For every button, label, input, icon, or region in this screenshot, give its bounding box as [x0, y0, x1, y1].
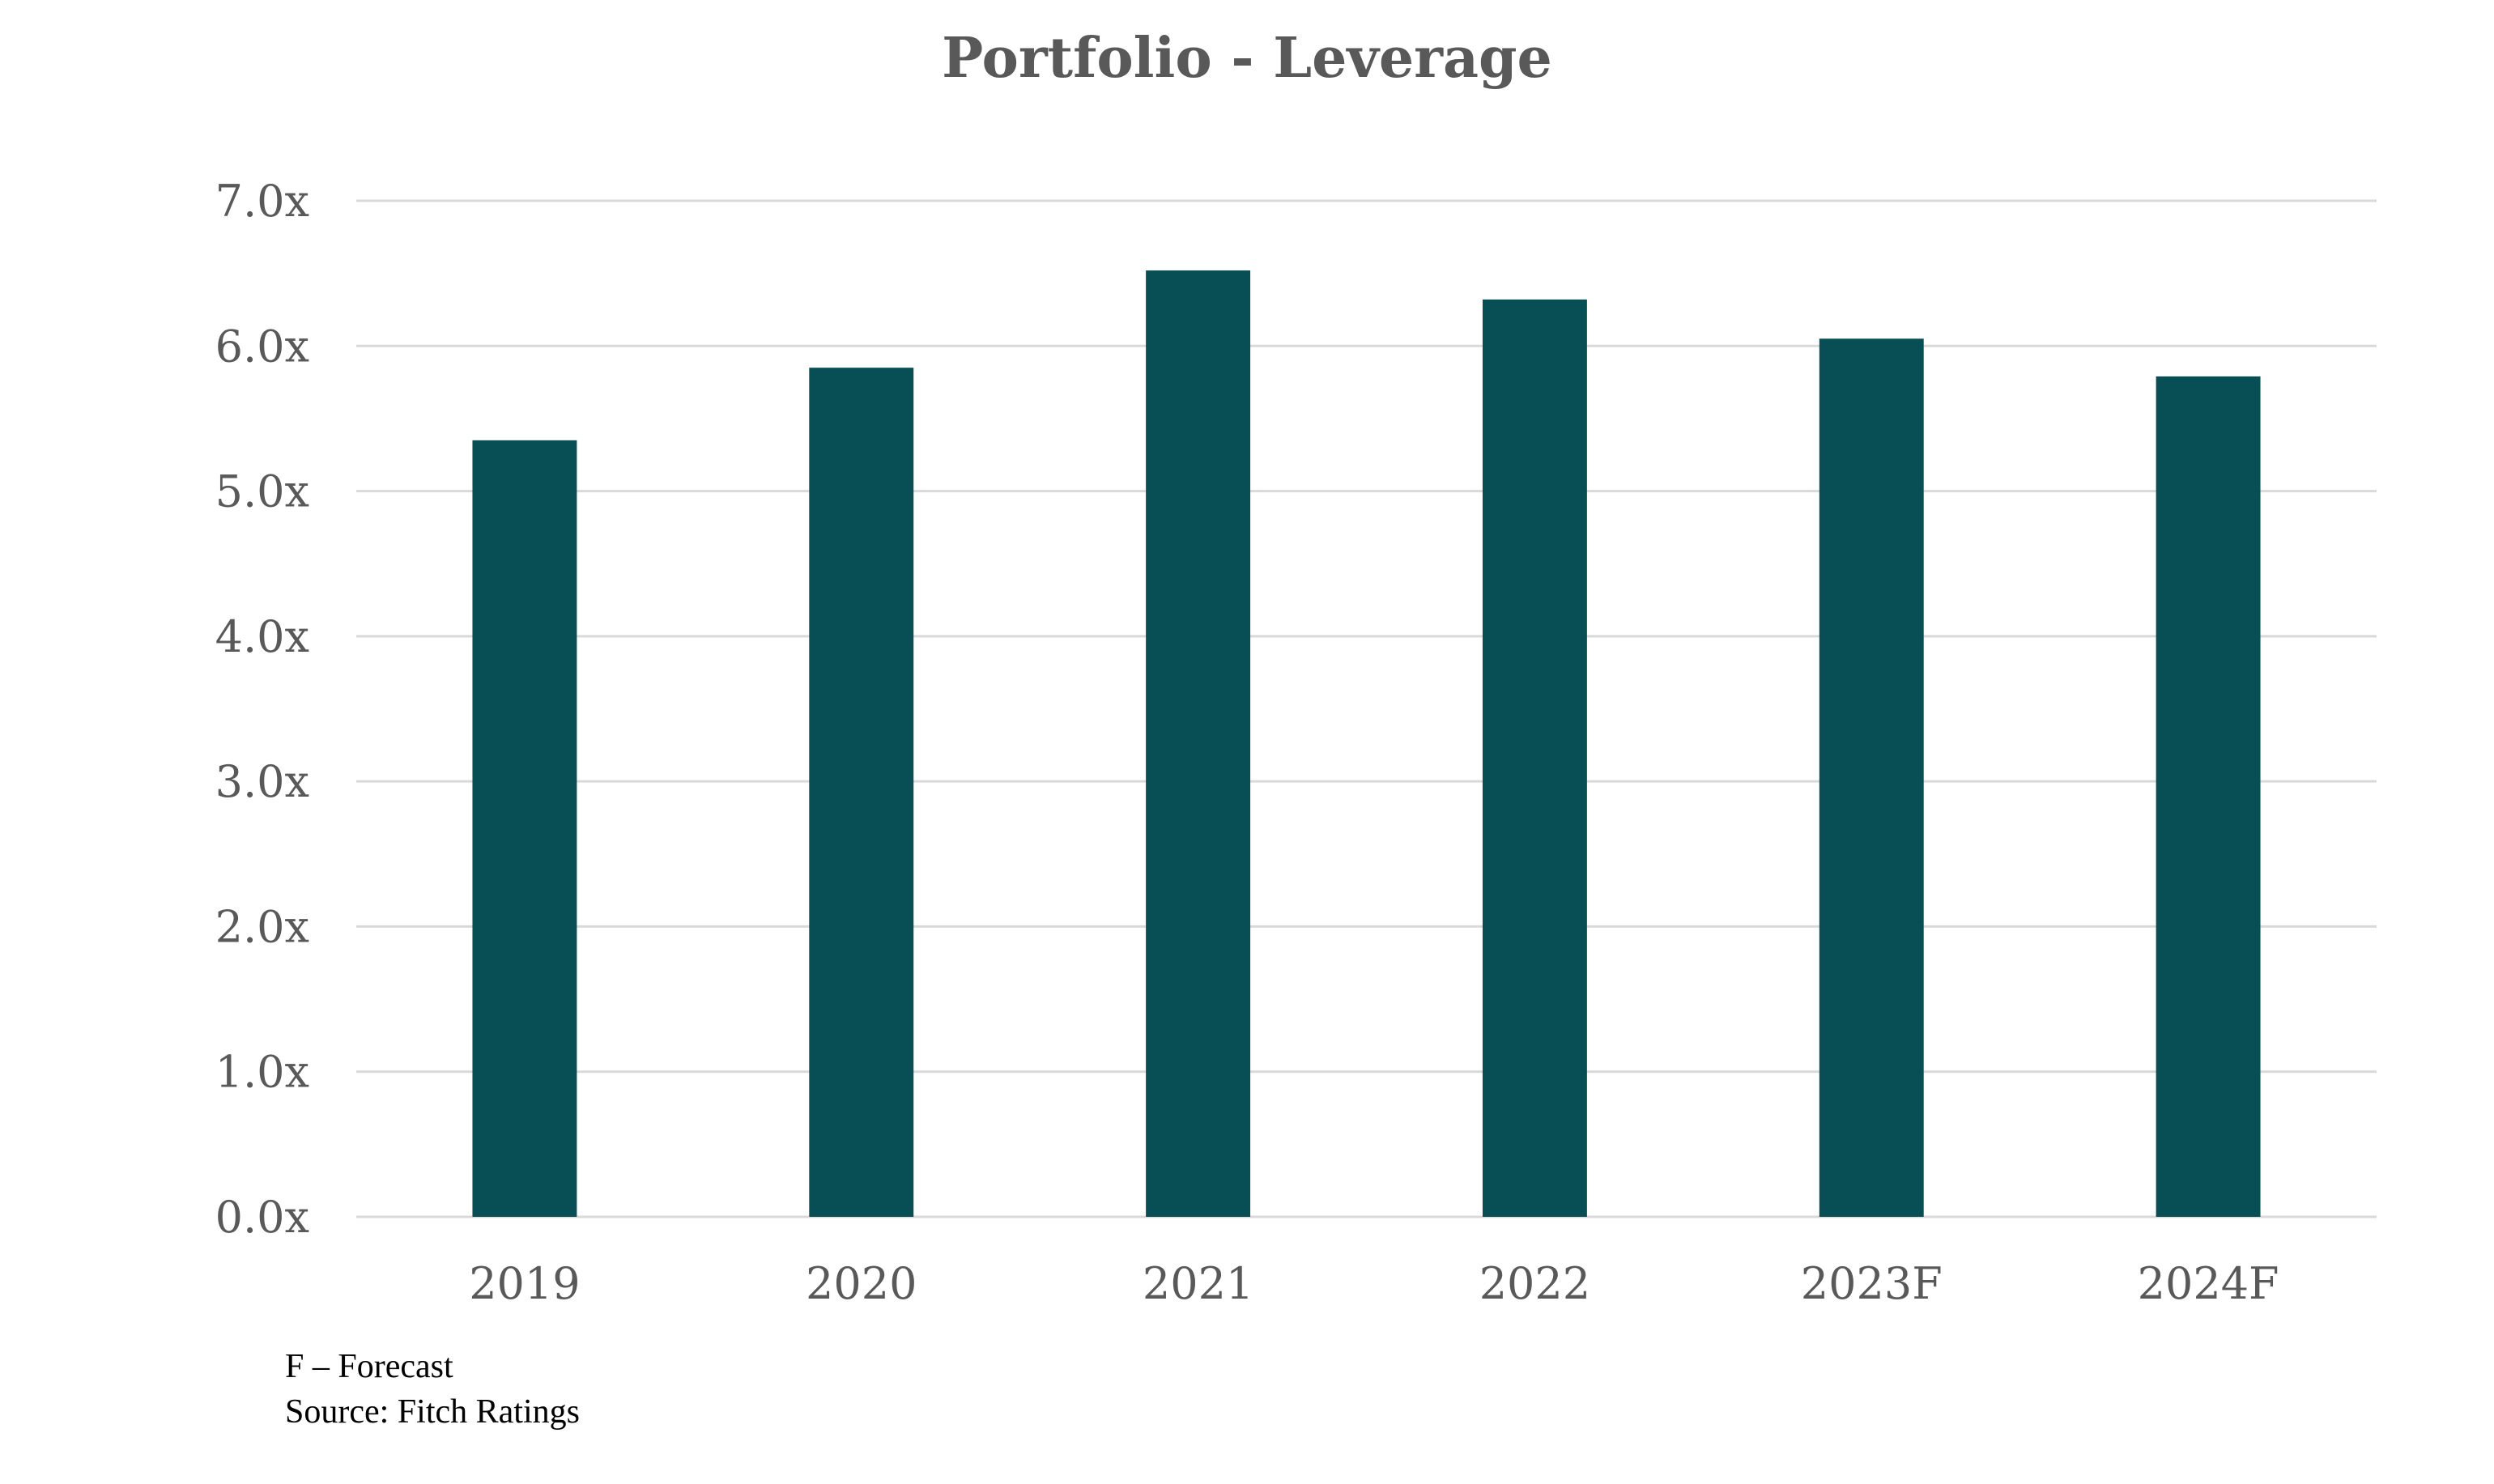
footnote-forecast: F – Forecast — [285, 1348, 453, 1385]
bar-2019 — [472, 440, 577, 1217]
y-tick-label: 3.0x — [215, 756, 309, 807]
bar-2024F — [2156, 376, 2261, 1218]
y-tick-label: 1.0x — [215, 1047, 309, 1098]
y-tick-label: 0.0x — [215, 1192, 309, 1243]
x-axis-ticks: 2019 2020 2021 2022 2023F 2024F — [469, 1258, 2279, 1309]
bar-2022 — [1482, 299, 1587, 1217]
y-tick-label: 6.0x — [215, 321, 309, 372]
x-tick-label: 2021 — [1143, 1258, 1253, 1309]
y-tick-label: 4.0x — [215, 611, 309, 662]
chart-title: Portfolio - Leverage — [942, 26, 1552, 91]
y-tick-label: 5.0x — [215, 466, 309, 517]
x-tick-label: 2019 — [469, 1258, 580, 1309]
bar-2021 — [1146, 270, 1251, 1217]
x-tick-label: 2020 — [806, 1258, 917, 1309]
gridlines — [356, 199, 2377, 1218]
bars — [472, 270, 2261, 1218]
bar-2020 — [809, 368, 914, 1217]
x-tick-label: 2024F — [2138, 1258, 2279, 1309]
x-tick-label: 2022 — [1479, 1258, 1590, 1309]
footnote-source: Source: Fitch Ratings — [285, 1393, 580, 1431]
y-axis-ticks: 0.0x 1.0x 2.0x 3.0x 4.0x 5.0x 6.0x 7.0x — [215, 176, 309, 1243]
y-tick-label: 7.0x — [215, 176, 309, 227]
bar-2023F — [1819, 338, 1924, 1218]
x-tick-label: 2023F — [1801, 1258, 1943, 1309]
y-tick-label: 2.0x — [215, 901, 309, 952]
